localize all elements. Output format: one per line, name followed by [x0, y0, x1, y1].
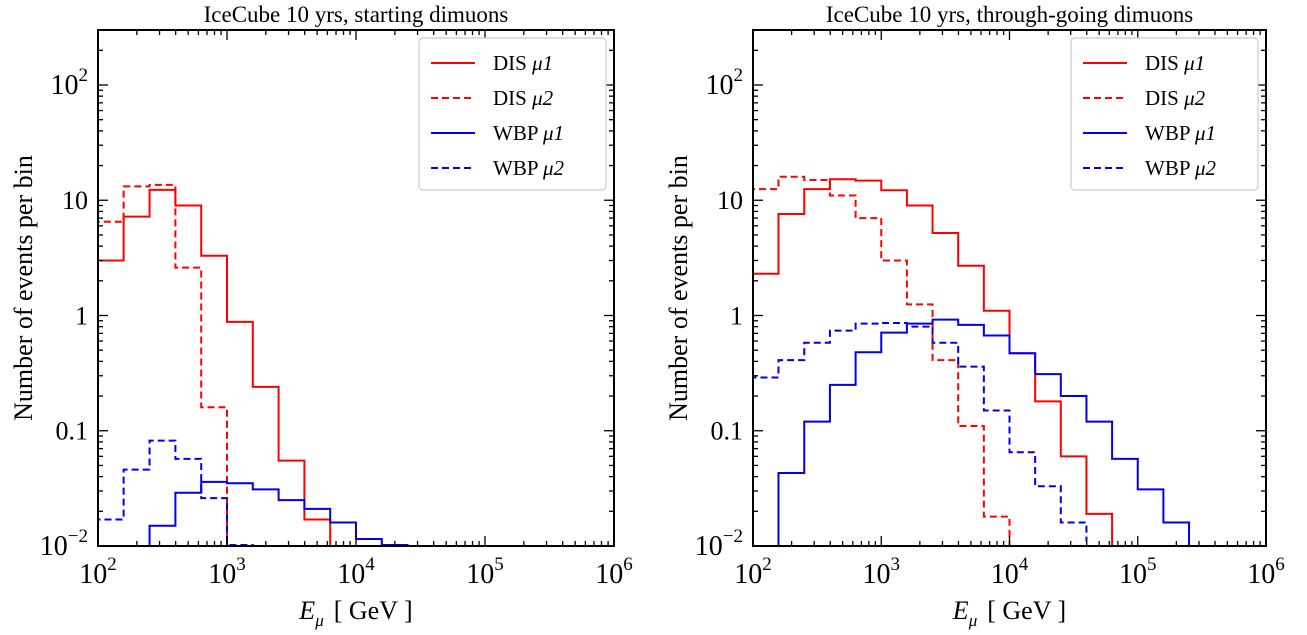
- legend-entry: DIS μ2: [1145, 86, 1206, 110]
- y-tick-label: 10: [717, 186, 743, 215]
- series-line-dis-mu2: [98, 183, 228, 546]
- series-line-wbp-mu1: [148, 480, 409, 546]
- legend: DIS μ1 DIS μ2 WBP μ1 WBP μ2: [1070, 37, 1259, 191]
- x-axis-label: Eμ[ GeV ]: [298, 596, 412, 630]
- y-tick-label: 10−2: [695, 526, 743, 562]
- chart-panel-1: 102 103 104 105 106 10−2 0.1 1 10 102 IceCube 10 y…: [9, 2, 633, 630]
- y-tick-label: 10−2: [40, 526, 88, 562]
- plot-frame: [752, 29, 1267, 547]
- x-tick-label: 104: [337, 554, 375, 590]
- y-tick-label: 1: [75, 301, 88, 330]
- series-line-dis-mu1: [753, 178, 1114, 546]
- x-tick-label: 103: [208, 554, 246, 590]
- chart-title: IceCube 10 yrs, starting dimuons: [204, 2, 509, 27]
- x-tick-label: 102: [79, 554, 117, 590]
- legend-box: [1070, 37, 1259, 191]
- legend-entry: DIS μ2: [493, 86, 554, 110]
- y-tick-label: 10: [62, 186, 88, 215]
- y-tick-label: 0.1: [711, 417, 744, 446]
- x-tick-label: 105: [466, 554, 504, 590]
- y-axis-label: Number of events per bin: [9, 155, 38, 421]
- y-tick-label: 0.1: [56, 417, 89, 446]
- series-line-dis-mu1: [98, 188, 332, 546]
- y-axis-label: Number of events per bin: [664, 155, 693, 421]
- legend-box: [418, 37, 607, 191]
- legend-entry: DIS μ1: [1145, 51, 1205, 75]
- chart-title: IceCube 10 yrs, through-going dimuons: [826, 2, 1193, 27]
- series-group: [753, 175, 1191, 546]
- x-axis-label: Eμ[ GeV ]: [952, 596, 1066, 630]
- legend-entry: WBP μ2: [1145, 156, 1217, 180]
- legend-entry: WBP μ1: [493, 121, 564, 145]
- plot-frame: [97, 29, 615, 547]
- series-line-wbp-mu1: [777, 318, 1191, 546]
- legend-entry: DIS μ1: [493, 51, 553, 75]
- x-tick-label: 103: [863, 554, 901, 590]
- x-tick-label: 102: [734, 554, 772, 590]
- chart-panel-2: 102 103 104 105 106 10−2 0.1 1 10 102 IceCube 10 y…: [664, 2, 1285, 630]
- series-line-dis-mu2: [753, 175, 1011, 546]
- x-tick-label: 104: [991, 554, 1029, 590]
- y-tick-label: 102: [706, 65, 744, 101]
- legend-entry: WBP μ2: [493, 156, 565, 180]
- x-tick-label: 106: [1247, 554, 1285, 590]
- y-tick-label: 1: [730, 301, 743, 330]
- series-line-wbp-mu2: [753, 322, 1088, 546]
- x-tick-label: 105: [1119, 554, 1157, 590]
- legend: DIS μ1 DIS μ2 WBP μ1 WBP μ2: [418, 37, 607, 191]
- x-tick-label: 106: [595, 554, 633, 590]
- series-group: [98, 183, 409, 546]
- legend-entry: WBP μ1: [1145, 121, 1216, 145]
- y-tick-label: 102: [51, 65, 89, 101]
